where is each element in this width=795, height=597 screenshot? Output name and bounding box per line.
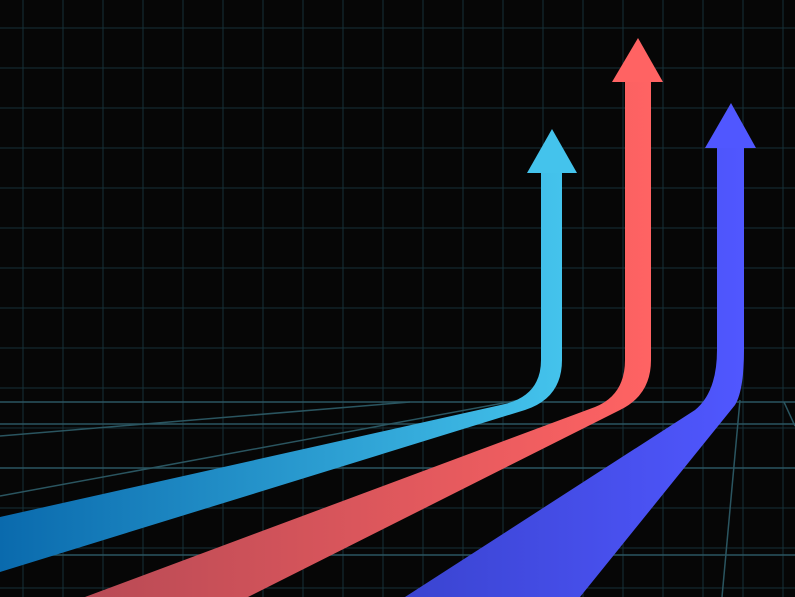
cyan-arrow-ribbon [0, 173, 562, 572]
red-arrow-ribbon [85, 82, 651, 597]
indigo-arrow-head-icon [705, 103, 756, 148]
perspective-line [783, 401, 795, 427]
perspective-line [721, 399, 741, 597]
cyan-arrow [0, 129, 577, 572]
red-arrow-head-icon [612, 38, 663, 82]
perspective-line [0, 401, 411, 437]
perspective-line [0, 399, 521, 497]
red-arrow [85, 38, 663, 597]
indigo-arrow [405, 103, 756, 597]
indigo-arrow-ribbon [405, 148, 744, 597]
cyan-arrow-head-icon [527, 129, 577, 173]
